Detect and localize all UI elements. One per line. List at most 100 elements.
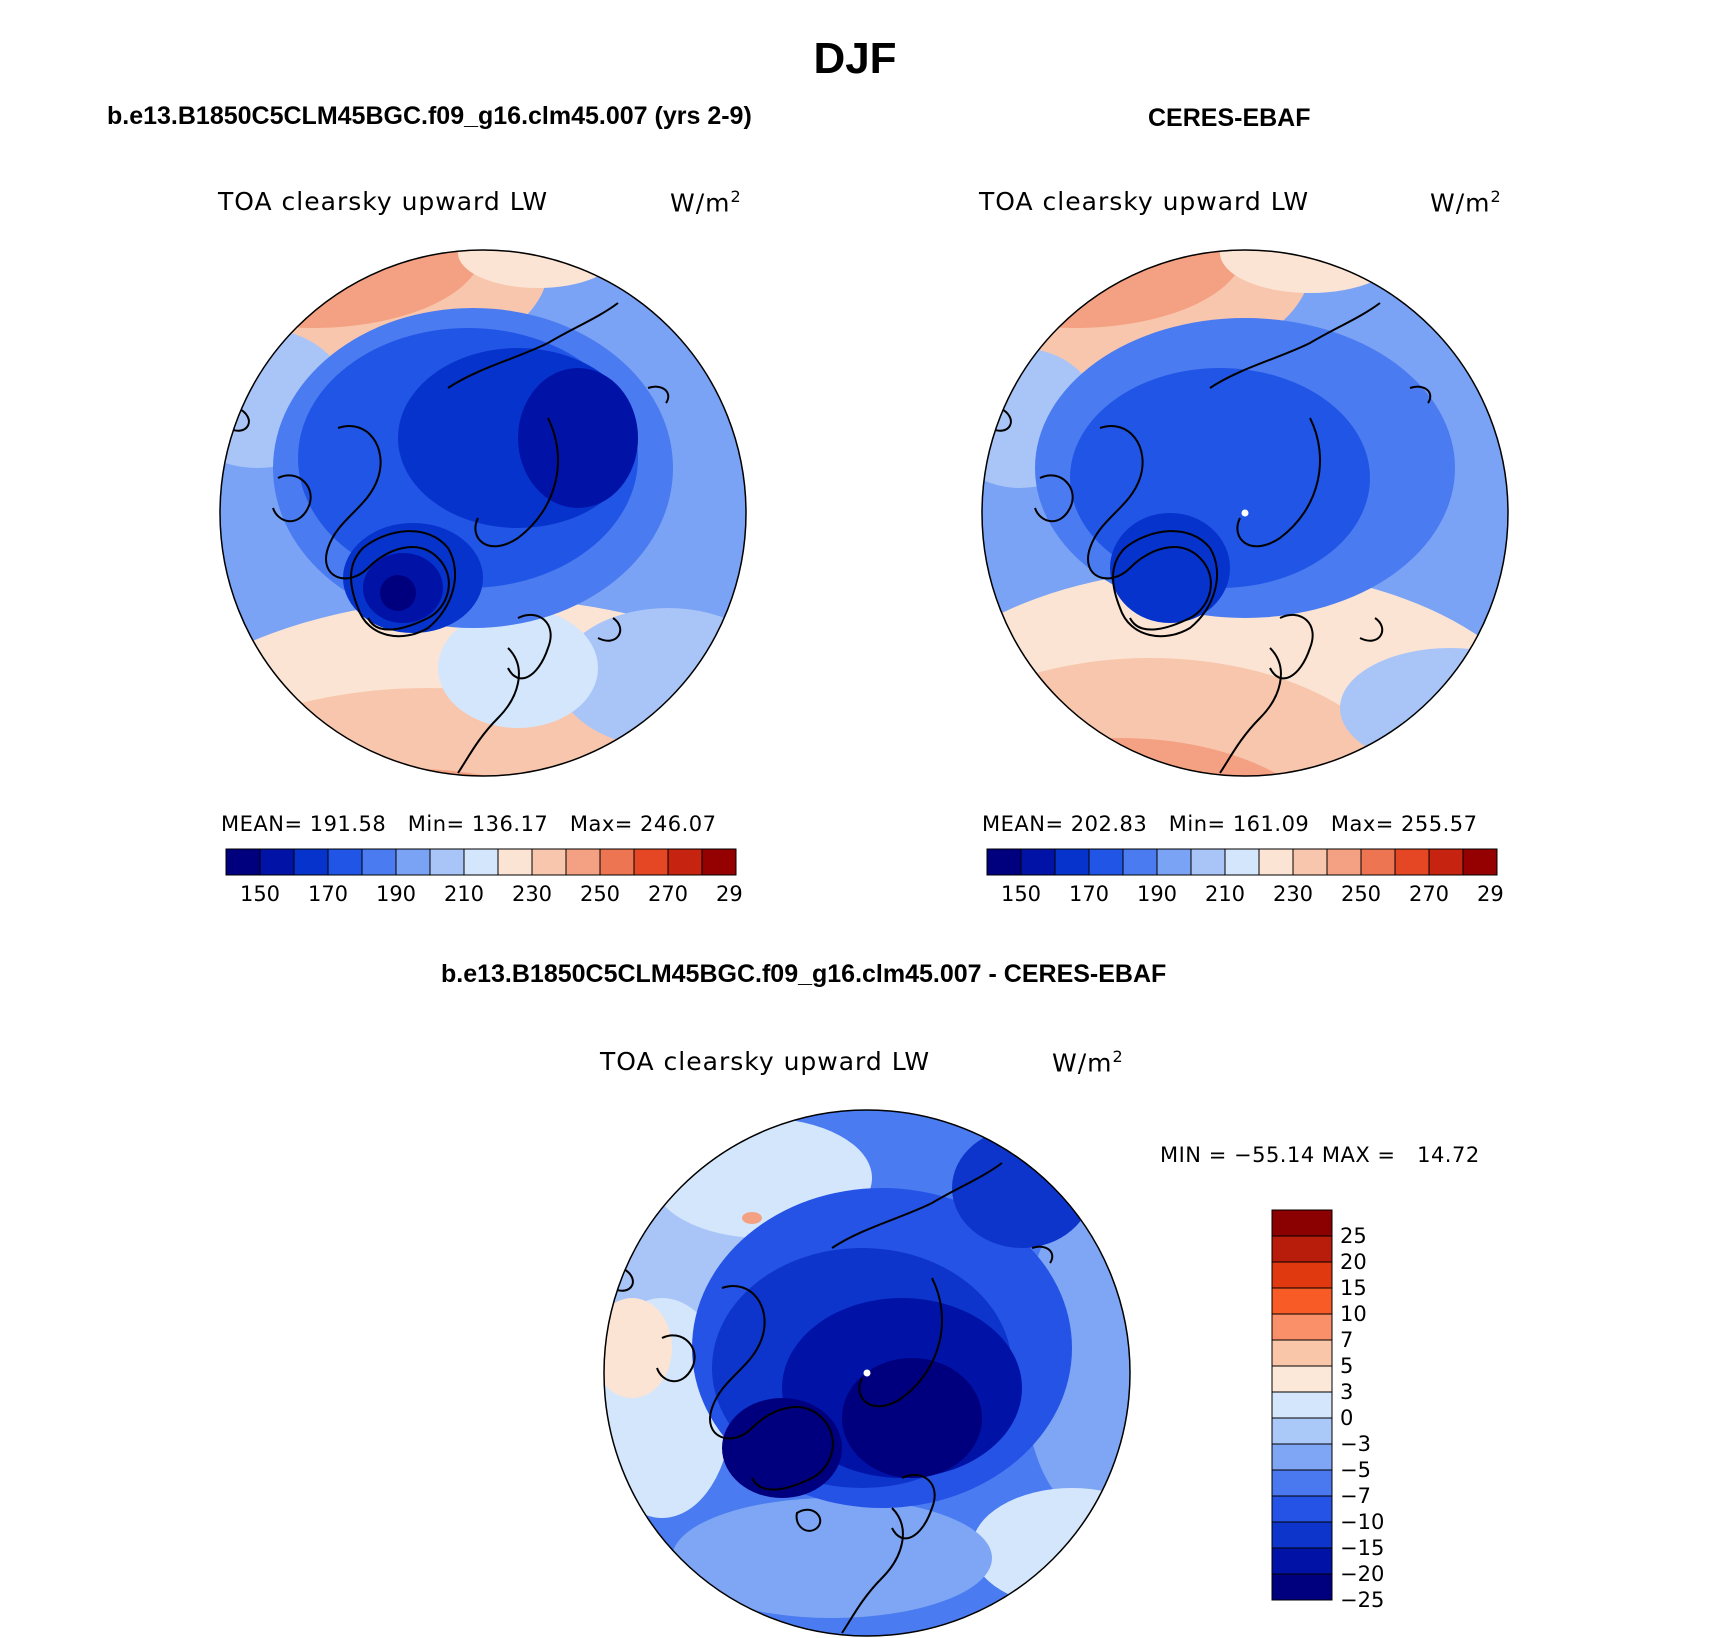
obs-min-value: 161.09	[1232, 812, 1310, 836]
model-colorbar-box	[667, 848, 703, 876]
model-polar-map	[219, 249, 747, 777]
diff-colorbar-tick-label: −10	[1340, 1510, 1384, 1534]
obs-stats: MEAN= 202.83 Min= 161.09 Max= 255.57	[982, 812, 1478, 836]
model-colorbar-tick-label: 230	[512, 882, 552, 906]
diff-colorbar-box	[1271, 1495, 1333, 1523]
model-colorbar-tick-label: 250	[580, 882, 620, 906]
diff-colorbar-box	[1271, 1521, 1333, 1549]
obs-colorbar-box	[986, 848, 1022, 876]
diff-panel-header: b.e13.B1850C5CLM45BGC.f09_g16.clm45.007 …	[441, 960, 1167, 988]
diff-colorbar-box	[1271, 1391, 1333, 1419]
diff-colorbar-tick-label: −20	[1340, 1562, 1384, 1586]
obs-colorbar-box	[1258, 848, 1294, 876]
model-min-label: Min=	[407, 812, 465, 836]
model-colorbar-tick-label: 290	[716, 882, 742, 906]
obs-colorbar-tick-label: 170	[1069, 882, 1109, 906]
obs-colorbar-tick-label: 250	[1341, 882, 1381, 906]
obs-mean-value: 202.83	[1070, 812, 1148, 836]
obs-colorbar-tick-label: 230	[1273, 882, 1313, 906]
diff-colorbar-tick-label: −15	[1340, 1536, 1384, 1560]
obs-colorbar-box	[1326, 848, 1362, 876]
model-colorbar-box	[565, 848, 601, 876]
obs-max-value: 255.57	[1401, 812, 1478, 836]
diff-colorbar-tick-label: 5	[1340, 1354, 1353, 1378]
obs-colorbar-tick-label: 150	[1001, 882, 1041, 906]
model-colorbar-box	[497, 848, 533, 876]
diff-colorbar-tick-label: 25	[1340, 1224, 1367, 1248]
diff-colorbar-box	[1271, 1209, 1333, 1237]
obs-min-label: Min=	[1168, 812, 1226, 836]
diff-max-label: MAX =	[1321, 1143, 1396, 1167]
model-max-label: Max=	[569, 812, 633, 836]
model-colorbar-box	[361, 848, 397, 876]
diff-colorbar-box	[1271, 1469, 1333, 1497]
model-min-value: 136.17	[471, 812, 549, 836]
diff-colorbar-box	[1271, 1443, 1333, 1471]
diff-colorbar-tick-label: −7	[1340, 1484, 1371, 1508]
diff-colorbar-box	[1271, 1417, 1333, 1445]
diff-colorbar-tick-label: 7	[1340, 1328, 1353, 1352]
diff-minmax: MIN = −55.14 MAX = 14.72	[1160, 1143, 1480, 1167]
diff-max-value: 14.72	[1417, 1143, 1480, 1167]
diff-colorbar-tick-label: 15	[1340, 1276, 1367, 1300]
model-colorbar-tick-label: 170	[308, 882, 348, 906]
obs-variable-label: TOA clearsky upward LW	[979, 187, 1310, 216]
model-colorbar-box	[599, 848, 635, 876]
obs-colorbar-box	[1428, 848, 1464, 876]
obs-pole-dot	[1241, 509, 1249, 517]
model-max-value: 246.07	[640, 812, 717, 836]
obs-colorbar-box	[1394, 848, 1430, 876]
diff-polar-map	[603, 1109, 1131, 1637]
model-colorbar-box	[225, 848, 261, 876]
obs-colorbar-box	[1292, 848, 1328, 876]
obs-colorbar-box	[1088, 848, 1124, 876]
model-units-label: W/m2	[670, 187, 742, 218]
diff-colorbar-tick-label: 3	[1340, 1380, 1353, 1404]
model-panel-header: b.e13.B1850C5CLM45BGC.f09_g16.clm45.007 …	[107, 102, 752, 130]
diff-colorbar-box	[1271, 1287, 1333, 1315]
diff-colorbar-box	[1271, 1573, 1333, 1601]
model-colorbar-box	[531, 848, 567, 876]
obs-colorbar-tick-label: 290	[1477, 882, 1503, 906]
model-stats: MEAN= 191.58 Min= 136.17 Max= 246.07	[221, 812, 717, 836]
obs-colorbar-box	[1462, 848, 1498, 876]
page-title: DJF	[813, 34, 897, 83]
model-colorbar-tick-label: 190	[376, 882, 416, 906]
model-colorbar-box	[293, 848, 329, 876]
model-colorbar-tick-label: 270	[648, 882, 688, 906]
diff-colorbar-tick-label: −25	[1340, 1588, 1384, 1608]
diff-colorbar-box	[1271, 1261, 1333, 1289]
diff-colorbar-tick-label: −5	[1340, 1458, 1371, 1482]
diff-colorbar-tick-label: −3	[1340, 1432, 1371, 1456]
diff-min-value: −55.14	[1233, 1143, 1315, 1167]
diff-pole-dot	[863, 1369, 871, 1377]
obs-max-label: Max=	[1330, 812, 1394, 836]
diff-colorbar-box	[1271, 1547, 1333, 1575]
model-colorbar-box	[463, 848, 499, 876]
diff-colorbar-box	[1271, 1365, 1333, 1393]
obs-colorbar-box	[1190, 848, 1226, 876]
obs-colorbar-box	[1054, 848, 1090, 876]
diff-colorbar-box	[1271, 1313, 1333, 1341]
model-colorbar-tick-label: 210	[444, 882, 484, 906]
obs-colorbar-box	[1156, 848, 1192, 876]
diff-colorbar-tick-label: 20	[1340, 1250, 1367, 1274]
obs-colorbar-box	[1122, 848, 1158, 876]
diff-min-label: MIN =	[1160, 1143, 1227, 1167]
model-colorbar-tick-label: 150	[240, 882, 280, 906]
obs-colorbar-tick-label: 210	[1205, 882, 1245, 906]
obs-colorbar-box	[1020, 848, 1056, 876]
model-mean-label: MEAN=	[221, 812, 303, 836]
obs-colorbar-box	[1360, 848, 1396, 876]
model-colorbar: 150 170 190 210 230 250 270 290	[225, 848, 742, 906]
obs-colorbar: 150 170 190 210 230 250 270 290	[986, 848, 1503, 906]
model-colorbar-box	[395, 848, 431, 876]
obs-colorbar-box	[1224, 848, 1260, 876]
model-variable-label: TOA clearsky upward LW	[218, 187, 549, 216]
obs-colorbar-tick-label: 270	[1409, 882, 1449, 906]
model-colorbar-box	[701, 848, 737, 876]
model-colorbar-box	[259, 848, 295, 876]
obs-mean-label: MEAN=	[982, 812, 1064, 836]
model-mean-value: 191.58	[309, 812, 387, 836]
